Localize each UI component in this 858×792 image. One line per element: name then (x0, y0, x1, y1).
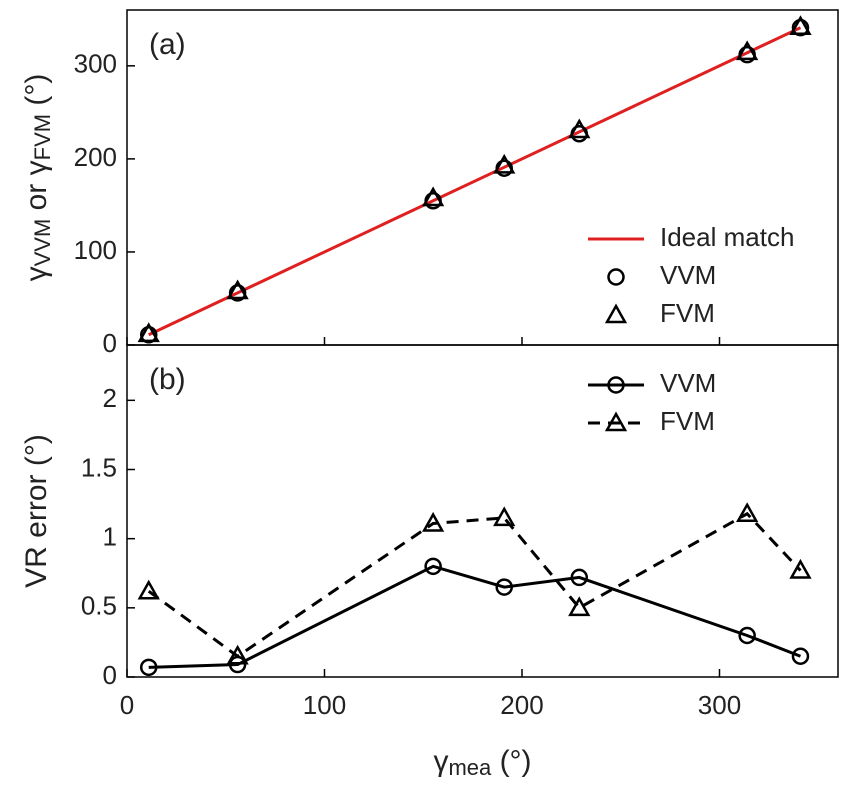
series-line (148, 564, 802, 669)
y-tick-label: 1.5 (81, 452, 117, 482)
y-tick-label: 0 (103, 660, 117, 690)
x-tick-label: 200 (500, 690, 543, 720)
panel-label: (b) (149, 363, 186, 396)
marker-triangle (421, 186, 445, 207)
label-subscript: VVM (30, 219, 55, 267)
marker-triangle (137, 579, 160, 600)
legend-label: VVM (660, 260, 716, 290)
marker-triangle (226, 279, 249, 300)
marker-triangle (226, 644, 249, 665)
y-tick-label: 1 (103, 522, 117, 552)
marker-triangle (421, 511, 445, 532)
marker-triangle (789, 558, 812, 579)
marker-triangle (736, 502, 759, 523)
marker-circle (570, 568, 589, 587)
x-tick-label: 300 (698, 690, 741, 720)
marker-circle (738, 626, 756, 645)
label-subscript: FVM (30, 114, 55, 160)
legend-marker (607, 268, 625, 286)
legend-label: Ideal match (660, 222, 794, 252)
series-line (148, 26, 802, 337)
label-part: (°) (491, 745, 531, 778)
x-tick-label: 100 (303, 690, 346, 720)
y-tick-label: 0 (103, 328, 117, 358)
marker-triangle (789, 15, 812, 35)
y-axis-label: VR error (°) (20, 434, 53, 588)
marker-triangle (137, 322, 160, 343)
marker-circle (791, 647, 810, 665)
plot-frame (126, 344, 839, 678)
legend-marker (604, 303, 628, 324)
marker-triangle (493, 153, 516, 174)
legend-label: VVM (660, 368, 716, 398)
label-subscript: mea (448, 755, 492, 780)
y-axis-label: γVVM or γFVM (°) (20, 74, 55, 282)
marker-circle (139, 658, 158, 677)
legend-label: FVM (660, 406, 715, 436)
marker-triangle (568, 118, 591, 139)
legend-label: FVM (660, 298, 715, 328)
marker-triangle (568, 596, 591, 617)
marker-triangle (736, 40, 759, 61)
label-part: or γ (20, 160, 53, 218)
label-part: (°) (20, 74, 53, 114)
marker-circle (424, 557, 442, 576)
label-part: VR error (°) (20, 434, 53, 588)
x-tick-label: 0 (120, 690, 134, 720)
series-line (147, 511, 802, 659)
marker-triangle (493, 506, 516, 527)
label-part: γ (20, 266, 53, 281)
legend-marker (607, 376, 625, 394)
y-tick-label: 300 (74, 49, 117, 79)
panel-label: (a) (149, 28, 186, 61)
marker-circle (495, 578, 513, 596)
x-axis-label: γmea (°) (433, 745, 531, 780)
y-tick-label: 100 (74, 235, 117, 265)
y-tick-label: 2 (103, 383, 117, 413)
legend-marker (604, 411, 628, 432)
y-tick-label: 200 (74, 142, 117, 172)
label-part: γ (433, 745, 448, 778)
y-tick-label: 0.5 (81, 591, 117, 621)
